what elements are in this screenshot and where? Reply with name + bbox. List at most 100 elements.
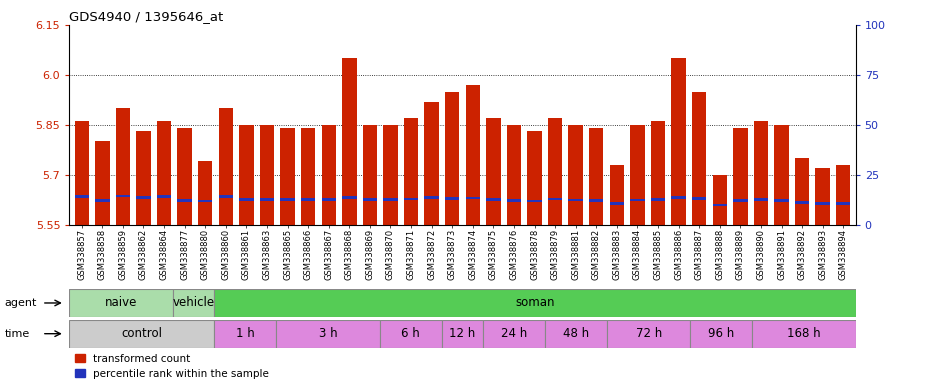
Bar: [527, 131, 542, 225]
Bar: [301, 128, 315, 225]
Bar: [425, 101, 438, 225]
Bar: [116, 195, 130, 197]
Bar: [651, 199, 665, 201]
Bar: [754, 121, 768, 225]
Bar: [280, 199, 295, 201]
Text: 24 h: 24 h: [501, 327, 527, 340]
Bar: [277, 320, 380, 348]
Bar: [507, 199, 521, 202]
Bar: [215, 289, 856, 317]
Bar: [260, 125, 274, 225]
Bar: [507, 125, 521, 225]
Bar: [487, 198, 500, 201]
Bar: [95, 141, 109, 225]
Bar: [75, 121, 89, 225]
Bar: [795, 201, 809, 204]
Bar: [672, 196, 685, 199]
Bar: [630, 199, 645, 201]
Bar: [610, 202, 624, 205]
Bar: [774, 199, 789, 202]
Bar: [445, 197, 460, 200]
Bar: [198, 200, 213, 202]
Bar: [445, 91, 460, 225]
Bar: [795, 158, 809, 225]
Text: 48 h: 48 h: [563, 327, 589, 340]
Bar: [608, 320, 690, 348]
Bar: [178, 199, 191, 202]
Bar: [301, 199, 315, 201]
Bar: [157, 121, 171, 225]
Bar: [363, 125, 377, 225]
Legend: transformed count, percentile rank within the sample: transformed count, percentile rank withi…: [75, 354, 269, 379]
Text: soman: soman: [515, 296, 555, 310]
Bar: [589, 128, 603, 225]
Bar: [178, 128, 191, 225]
Bar: [752, 320, 856, 348]
Text: naive: naive: [105, 296, 137, 310]
Bar: [734, 199, 747, 202]
Bar: [712, 175, 727, 225]
Bar: [442, 320, 483, 348]
Bar: [69, 289, 173, 317]
Bar: [218, 195, 233, 198]
Bar: [548, 198, 562, 200]
Bar: [218, 108, 233, 225]
Bar: [215, 320, 277, 348]
Bar: [672, 58, 685, 225]
Bar: [69, 320, 215, 348]
Bar: [173, 289, 215, 317]
Bar: [75, 195, 89, 198]
Bar: [589, 199, 603, 202]
Bar: [95, 199, 109, 202]
Text: 96 h: 96 h: [708, 327, 734, 340]
Bar: [774, 125, 789, 225]
Text: control: control: [121, 327, 162, 340]
Bar: [240, 125, 253, 225]
Text: 6 h: 6 h: [401, 327, 420, 340]
Bar: [483, 320, 545, 348]
Bar: [363, 198, 377, 201]
Bar: [816, 168, 830, 225]
Bar: [404, 198, 418, 200]
Bar: [322, 125, 336, 225]
Text: 168 h: 168 h: [787, 327, 820, 340]
Bar: [280, 128, 295, 225]
Bar: [465, 197, 480, 199]
Bar: [380, 320, 442, 348]
Bar: [260, 198, 274, 201]
Bar: [240, 198, 253, 201]
Bar: [816, 202, 830, 205]
Bar: [425, 196, 438, 199]
Bar: [836, 165, 850, 225]
Bar: [569, 125, 583, 225]
Text: 1 h: 1 h: [236, 327, 254, 340]
Bar: [198, 161, 213, 225]
Bar: [527, 200, 542, 202]
Bar: [690, 320, 752, 348]
Bar: [630, 125, 645, 225]
Bar: [136, 196, 151, 199]
Bar: [116, 108, 130, 225]
Bar: [651, 121, 665, 225]
Text: 3 h: 3 h: [319, 327, 338, 340]
Bar: [692, 197, 707, 200]
Bar: [610, 165, 624, 225]
Text: 72 h: 72 h: [635, 327, 662, 340]
Bar: [136, 131, 151, 225]
Bar: [322, 198, 336, 201]
Bar: [712, 204, 727, 206]
Bar: [342, 58, 356, 225]
Bar: [545, 320, 608, 348]
Text: GDS4940 / 1395646_at: GDS4940 / 1395646_at: [69, 10, 224, 23]
Bar: [836, 202, 850, 205]
Bar: [342, 196, 356, 199]
Bar: [569, 199, 583, 201]
Text: time: time: [5, 329, 30, 339]
Bar: [734, 128, 747, 225]
Bar: [383, 125, 398, 225]
Text: 12 h: 12 h: [450, 327, 475, 340]
Text: vehicle: vehicle: [172, 296, 215, 310]
Bar: [404, 118, 418, 225]
Bar: [754, 199, 768, 201]
Bar: [548, 118, 562, 225]
